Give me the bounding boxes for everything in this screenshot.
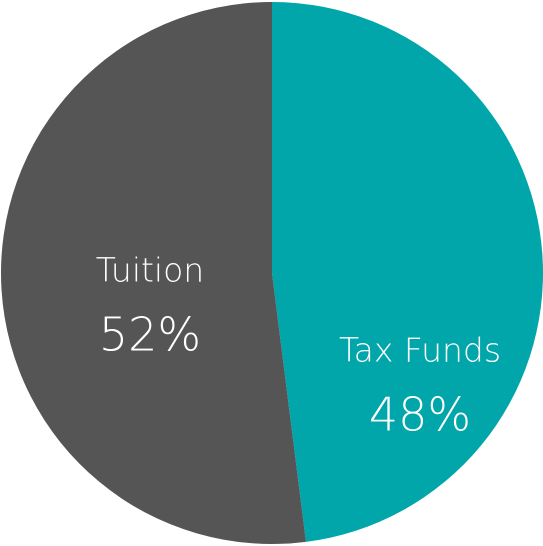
pie-slice [1, 2, 306, 544]
slice-label: Tax Funds [339, 331, 501, 370]
slice-label: Tuition [96, 251, 204, 290]
value-label: 52% [99, 308, 201, 362]
value-label: 48% [369, 388, 471, 442]
pie-slice [272, 2, 543, 542]
